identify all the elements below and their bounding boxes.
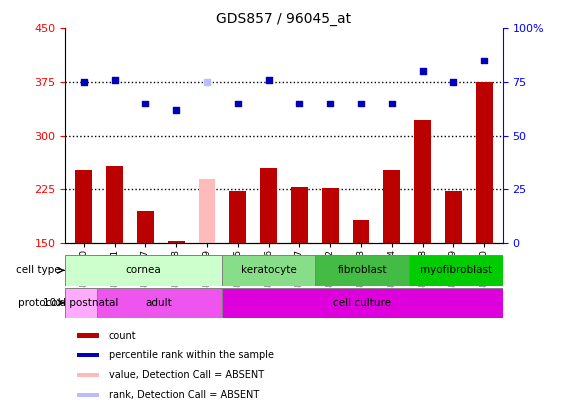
Text: 10 d postnatal: 10 d postnatal xyxy=(43,298,119,308)
Bar xyxy=(414,120,431,243)
Bar xyxy=(65,288,97,318)
Point xyxy=(202,79,211,85)
Point xyxy=(295,100,304,107)
Text: keratocyte: keratocyte xyxy=(240,265,296,275)
Point xyxy=(449,79,458,85)
Bar xyxy=(137,211,154,243)
Text: count: count xyxy=(109,330,136,341)
Text: myofibroblast: myofibroblast xyxy=(420,265,492,275)
Bar xyxy=(65,255,222,286)
Text: fibroblast: fibroblast xyxy=(337,265,387,275)
Text: adult: adult xyxy=(145,298,173,308)
Bar xyxy=(260,168,277,243)
Point xyxy=(172,107,181,113)
Bar xyxy=(199,179,215,243)
Bar xyxy=(77,373,99,377)
Text: percentile rank within the sample: percentile rank within the sample xyxy=(109,350,274,360)
Point xyxy=(387,100,396,107)
Bar xyxy=(476,82,492,243)
Bar xyxy=(97,288,222,318)
Bar xyxy=(229,192,247,243)
Bar xyxy=(222,288,503,318)
Text: protocol: protocol xyxy=(18,298,61,308)
Bar xyxy=(77,353,99,358)
Title: GDS857 / 96045_at: GDS857 / 96045_at xyxy=(216,12,352,26)
Bar xyxy=(383,170,400,243)
Bar xyxy=(106,166,123,243)
Bar xyxy=(321,188,339,243)
Bar xyxy=(291,187,308,243)
Bar xyxy=(445,192,462,243)
Text: cell culture: cell culture xyxy=(333,298,391,308)
Point xyxy=(264,77,273,83)
Bar xyxy=(77,333,99,338)
Bar xyxy=(315,255,409,286)
Bar xyxy=(76,170,92,243)
Point xyxy=(141,100,150,107)
Point xyxy=(233,100,243,107)
Point xyxy=(357,100,366,107)
Point xyxy=(418,68,427,75)
Point xyxy=(325,100,335,107)
Bar xyxy=(222,255,315,286)
Bar xyxy=(77,392,99,397)
Bar xyxy=(353,220,369,243)
Text: cell type: cell type xyxy=(16,265,61,275)
Point xyxy=(479,57,488,64)
Bar xyxy=(409,255,503,286)
Text: rank, Detection Call = ABSENT: rank, Detection Call = ABSENT xyxy=(109,390,259,400)
Point xyxy=(80,79,89,85)
Bar xyxy=(168,241,185,243)
Text: cornea: cornea xyxy=(126,265,161,275)
Text: value, Detection Call = ABSENT: value, Detection Call = ABSENT xyxy=(109,370,264,380)
Point xyxy=(110,77,119,83)
